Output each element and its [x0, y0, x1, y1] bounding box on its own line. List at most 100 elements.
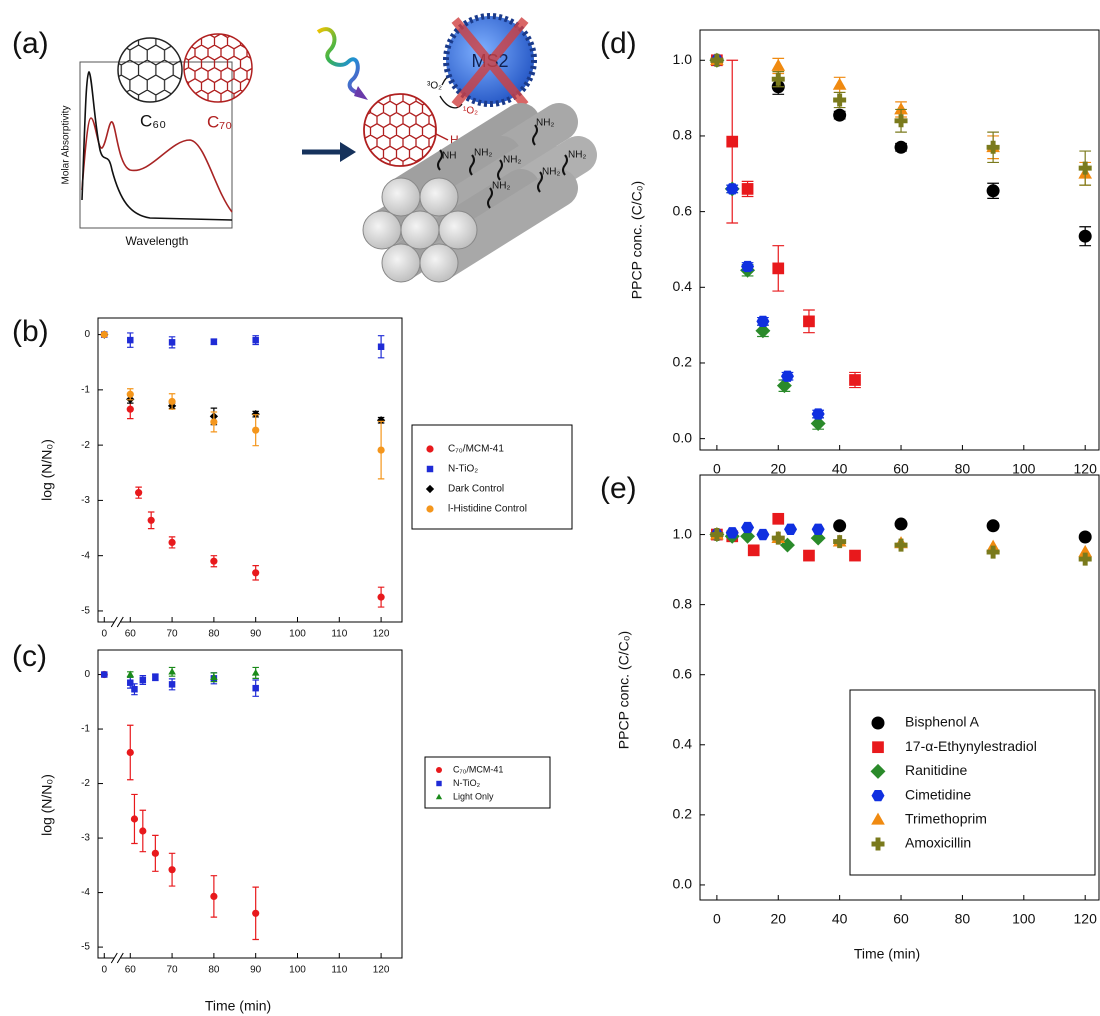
x-tick-label: 120 — [373, 629, 390, 640]
x-tick-label: 70 — [167, 629, 179, 640]
data-point — [131, 686, 137, 692]
data-point — [756, 529, 769, 540]
amine-label: NH₂ — [542, 167, 560, 178]
data-point — [377, 447, 384, 454]
data-point — [252, 910, 259, 917]
data-point — [152, 674, 158, 680]
data-point — [168, 539, 175, 546]
legend-marker — [426, 505, 433, 512]
x-tick-label: 100 — [1012, 911, 1036, 927]
x-tick-label: 120 — [373, 965, 390, 976]
x-tick-label: 20 — [770, 911, 786, 927]
panel-label: (e) — [600, 472, 637, 505]
data-point — [772, 263, 784, 275]
data-point — [895, 141, 908, 154]
x-tick-label: 80 — [955, 461, 971, 477]
y-tick-label: 1.0 — [673, 525, 693, 541]
data-point — [748, 544, 760, 556]
x-tick-label: 0 — [101, 629, 107, 640]
x-tick-label: 60 — [893, 911, 909, 927]
x-tick-label: 20 — [770, 461, 786, 477]
x-tick-label: 80 — [955, 911, 971, 927]
data-point — [833, 94, 846, 107]
data-point — [169, 681, 175, 687]
y-tick-label: -5 — [81, 942, 90, 953]
data-point — [895, 114, 908, 127]
data-point — [1079, 230, 1092, 243]
x-tick-label: 0 — [713, 461, 721, 477]
data-point — [252, 427, 259, 434]
legend-label: Dark Control — [448, 484, 504, 495]
x-tick-label: 60 — [125, 965, 137, 976]
y-tick-label: -4 — [81, 887, 90, 898]
data-point — [987, 546, 1000, 559]
x-tick-label: 110 — [331, 629, 347, 640]
data-point — [726, 136, 738, 148]
y-axis-label: PPCP conc. (C/C₀) — [616, 631, 632, 749]
data-point — [849, 374, 861, 386]
data-point — [771, 59, 785, 71]
x-tick-label: 40 — [832, 461, 848, 477]
c70-label: C₇₀ — [207, 112, 232, 131]
data-point — [895, 539, 908, 552]
c60-label: C₆₀ — [140, 111, 166, 130]
data-point — [252, 569, 259, 576]
data-point — [987, 519, 1000, 532]
y-tick-label: -3 — [81, 833, 90, 844]
legend-marker — [427, 466, 433, 472]
y-tick-label: 0.0 — [673, 429, 693, 445]
x-tick-label: 120 — [1074, 911, 1098, 927]
data-point — [1079, 162, 1092, 175]
data-point — [895, 518, 908, 531]
x-tick-label: 60 — [125, 629, 137, 640]
data-point — [168, 398, 175, 405]
x-axis-label: Time (min) — [854, 946, 920, 962]
data-point — [211, 339, 217, 345]
x-tick-label: 100 — [289, 629, 306, 640]
c70-spectrum — [82, 118, 232, 212]
x-tick-label: 0 — [101, 965, 107, 976]
panel-label: (a) — [12, 27, 49, 60]
data-point — [135, 489, 142, 496]
data-point — [127, 749, 134, 756]
plot-frame — [98, 318, 402, 622]
legend-label: Bisphenol A — [905, 714, 980, 730]
c70-molecule — [184, 34, 252, 102]
data-point — [742, 183, 754, 195]
data-point — [101, 331, 108, 338]
data-point — [252, 337, 258, 343]
data-point — [127, 391, 134, 398]
amine-label: NH₂ — [568, 150, 586, 161]
y-tick-label: 0.8 — [673, 595, 693, 611]
data-point — [169, 339, 175, 345]
y-tick-label: -5 — [81, 606, 90, 617]
x-tick-label: 90 — [250, 629, 262, 640]
panel-label: (c) — [12, 640, 47, 673]
data-point — [252, 669, 260, 676]
y-tick-label: 0.0 — [673, 876, 693, 892]
y-tick-label: -2 — [81, 440, 90, 451]
data-point — [833, 519, 846, 532]
singlet-oxygen: ¹O₂ — [463, 106, 478, 117]
data-point — [741, 522, 754, 533]
legend-label: Light Only — [453, 791, 494, 801]
c60-molecule — [118, 38, 182, 102]
data-point — [772, 513, 784, 525]
data-point — [210, 418, 217, 425]
plot-frame — [700, 30, 1099, 450]
legend-label: Trimethoprim — [905, 811, 987, 827]
legend-marker — [872, 717, 885, 730]
data-point — [378, 344, 384, 350]
data-point — [127, 337, 133, 343]
legend-label: Ranitidine — [905, 762, 967, 778]
data-point — [812, 524, 825, 535]
x-tick-label: 90 — [250, 965, 262, 976]
nh-label: NH — [442, 151, 456, 162]
y-axis-label: log (N/N₀) — [39, 774, 55, 836]
y-tick-label: 0.6 — [673, 202, 693, 218]
y-tick-label: -1 — [81, 384, 90, 395]
panel-label: (d) — [600, 27, 637, 60]
amine-label: NH₂ — [492, 181, 510, 192]
legend-label: 17-α-Ethynylestradiol — [905, 738, 1037, 754]
y-tick-label: -4 — [81, 550, 90, 561]
